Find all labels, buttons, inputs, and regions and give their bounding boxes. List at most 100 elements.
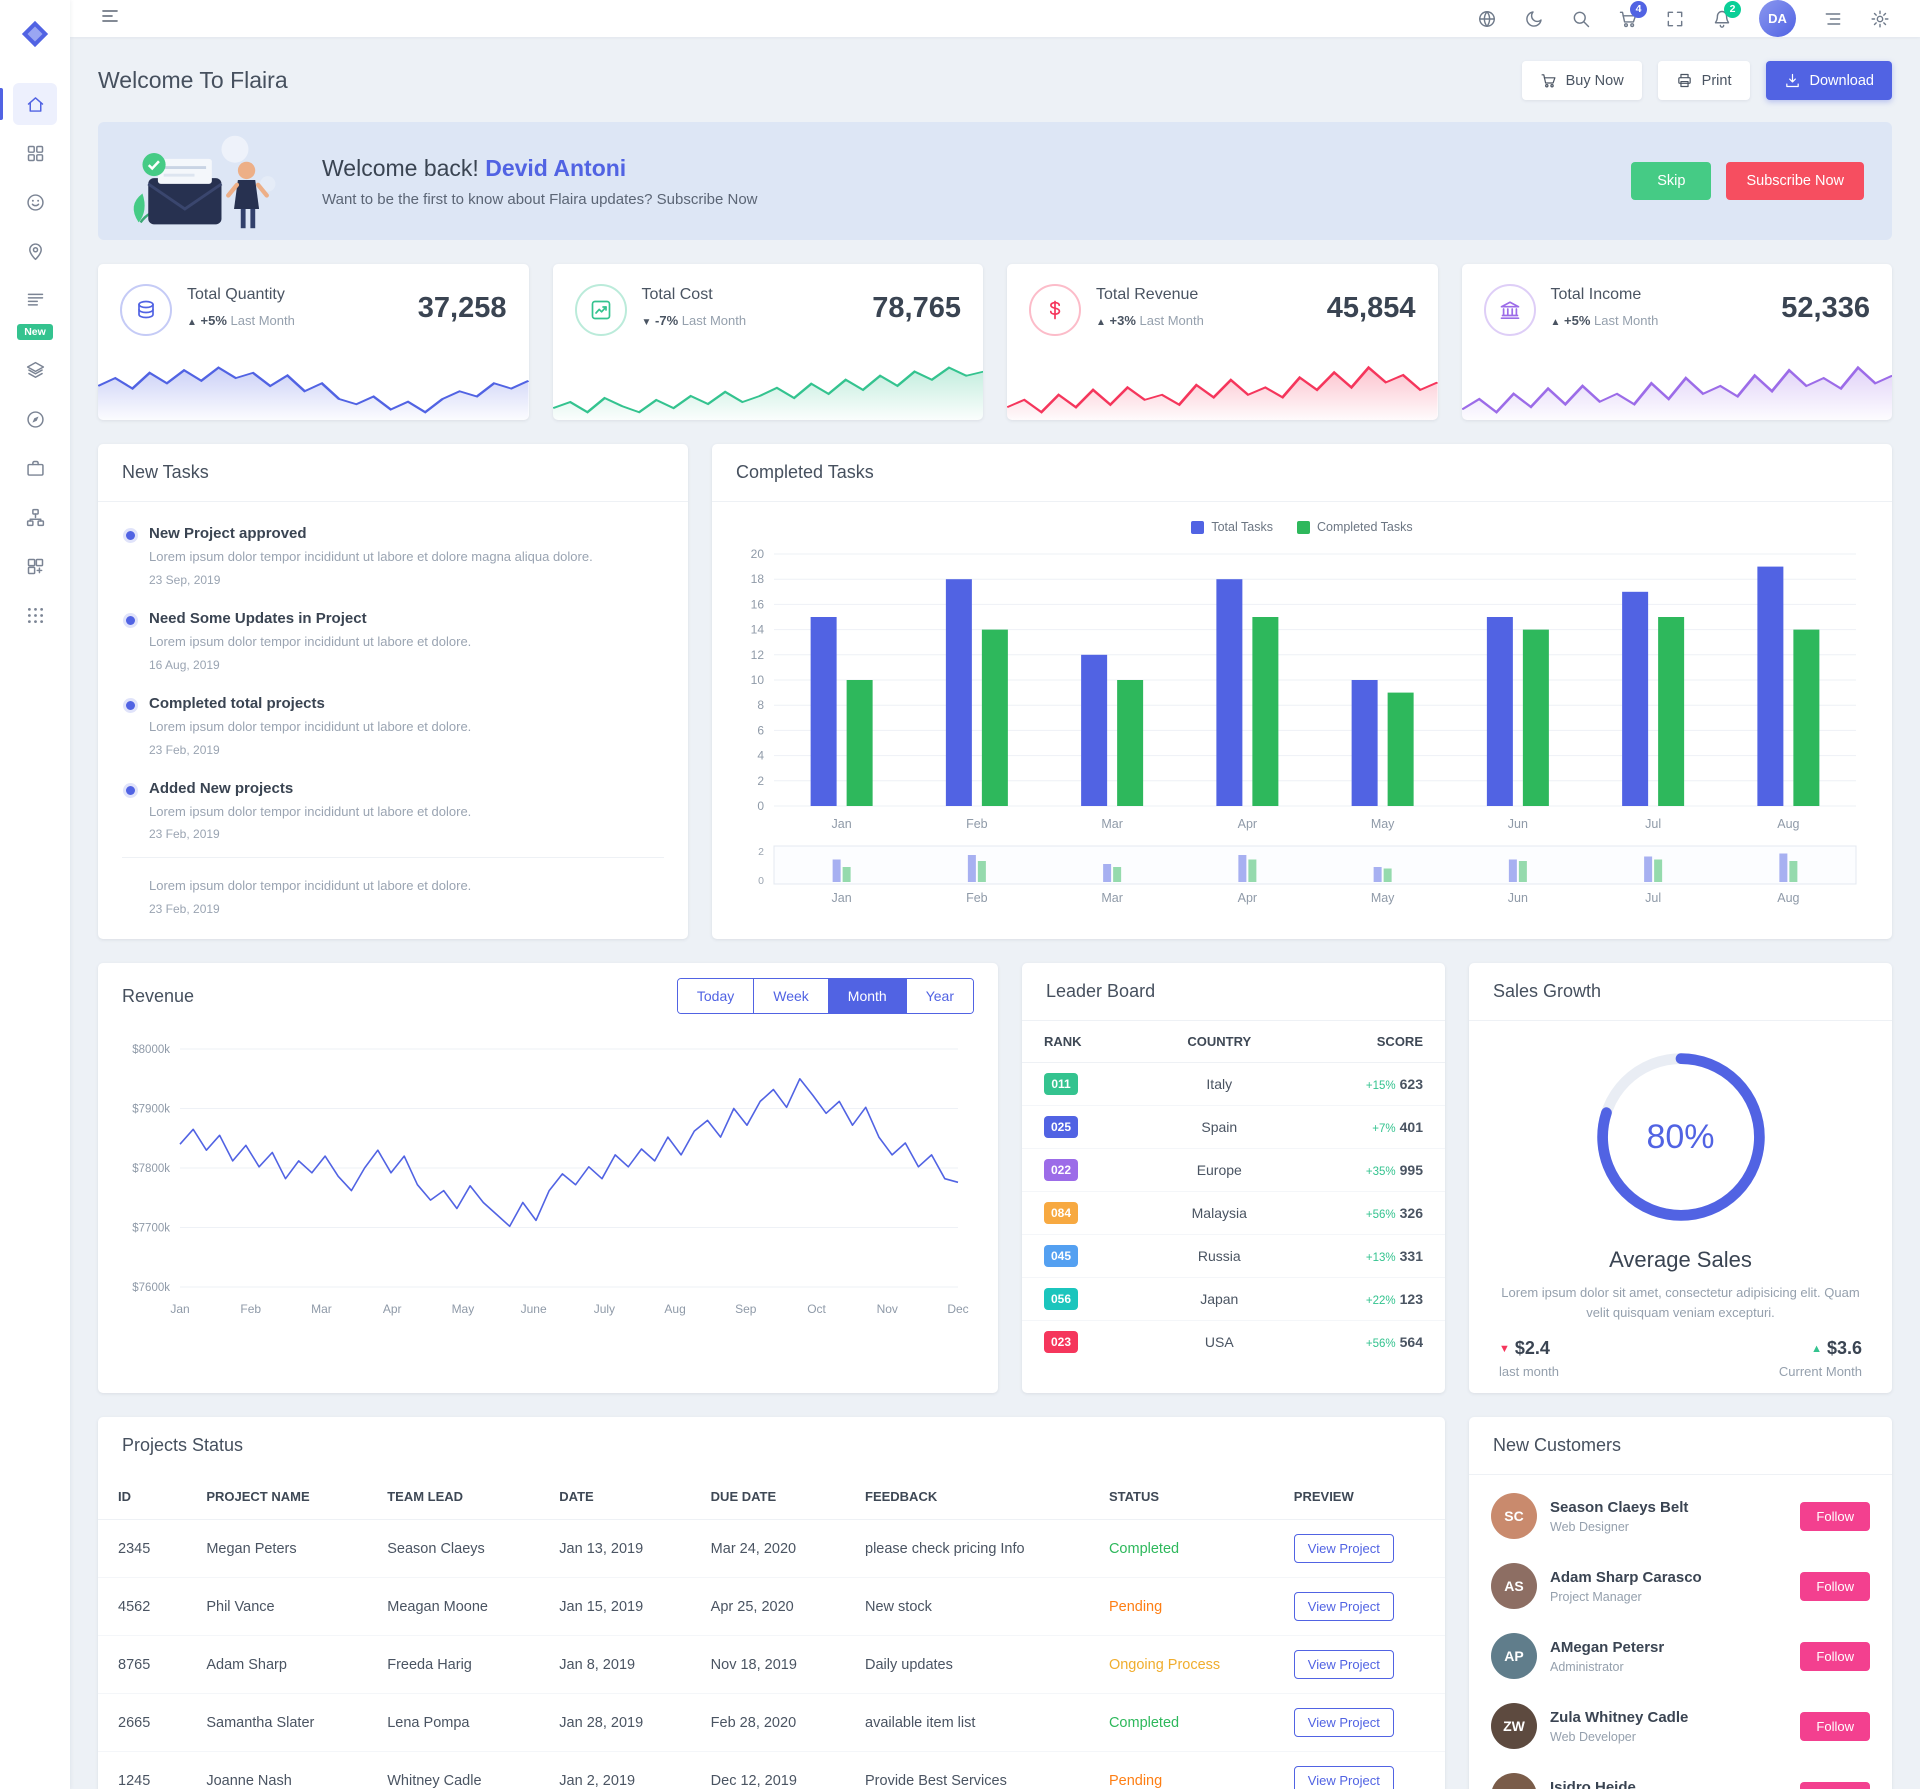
follow-button[interactable]: Follow: [1800, 1571, 1870, 1601]
menu-toggle[interactable]: [100, 6, 120, 31]
projects-status-panel: Projects Status ID PROJECT NAME TEAM LEA…: [98, 1417, 1445, 1789]
right-panel-button[interactable]: [1823, 9, 1843, 29]
sidebar-item-widgets[interactable]: [13, 545, 57, 587]
last-month-label: last month: [1499, 1364, 1559, 1379]
status-badge: Pending: [1108, 1598, 1163, 1615]
cell-project-name: Adam Sharp: [186, 1635, 368, 1694]
page-head: Welcome To Flaira Buy Now Print Download: [98, 61, 1892, 100]
col-team-lead: TEAM LEAD: [367, 1474, 540, 1520]
stat-sparkline-chart: [1461, 365, 1892, 420]
search-button[interactable]: [1571, 9, 1591, 29]
row-revenue: Revenue Today Week Month Year $8000k $7900k $…: [98, 963, 1892, 1393]
rank-badge: 045: [1044, 1245, 1079, 1267]
follow-button[interactable]: Follow: [1800, 1501, 1870, 1531]
svg-text:Jun: Jun: [1508, 891, 1528, 905]
table-row: 1245 Joanne Nash Whitney Cadle Jan 2, 20…: [98, 1751, 1445, 1789]
subscribe-button[interactable]: Subscribe Now: [1726, 162, 1864, 200]
cell-date: Jan 2, 2019: [539, 1751, 691, 1789]
avatar: SC: [1491, 1493, 1537, 1539]
sidebar-item-apps[interactable]: [13, 132, 57, 174]
view-project-button[interactable]: View Project: [1293, 1650, 1394, 1679]
leader-board-table: RANK COUNTRY SCORE 011 Italy +15% 623 025…: [1022, 1021, 1445, 1363]
sidebar-item-layers[interactable]: [13, 349, 57, 391]
sales-percent: 80%: [1646, 1117, 1715, 1156]
cell-team-lead: Meagan Moone: [367, 1577, 540, 1636]
notifications-button[interactable]: 2: [1712, 0, 1741, 29]
follow-button[interactable]: Follow: [1800, 1781, 1870, 1789]
svg-text:May: May: [452, 1302, 475, 1316]
completed-tasks-chart: 02468101214161820JanJanFebFebMarMarAprAp…: [751, 547, 1857, 905]
grid-plus-icon: [27, 558, 43, 574]
score-cell: +13% 331: [1297, 1234, 1445, 1278]
app-logo[interactable]: [20, 0, 50, 67]
task-item[interactable]: Need Some Updates in Project Lorem ipsum…: [122, 597, 664, 682]
col-rank: RANK: [1022, 1021, 1141, 1063]
buy-now-button[interactable]: Buy Now: [1521, 61, 1642, 100]
print-button[interactable]: Print: [1657, 61, 1750, 100]
up-arrow-icon: ▲: [1811, 1342, 1822, 1355]
settings-button[interactable]: [1870, 9, 1890, 29]
stat-value: 78,765: [872, 292, 961, 324]
rank-badge: 084: [1044, 1202, 1079, 1224]
language-button[interactable]: [1477, 9, 1497, 29]
user-avatar[interactable]: DA: [1759, 0, 1796, 37]
legend-item: Total Tasks: [1191, 520, 1273, 534]
sidebar-item-menu-grid[interactable]: [13, 594, 57, 636]
score-cell: +7% 401: [1297, 1105, 1445, 1149]
svg-text:10: 10: [751, 673, 765, 687]
navbar-actions: 4 2 DA: [1477, 0, 1890, 37]
svg-text:Apr: Apr: [1238, 891, 1257, 905]
view-project-button[interactable]: View Project: [1293, 1592, 1394, 1621]
svg-text:Aug: Aug: [664, 1302, 685, 1316]
revenue-filter-month[interactable]: Month: [827, 979, 906, 1013]
view-project-button[interactable]: View Project: [1293, 1766, 1394, 1789]
rank-badge: 011: [1044, 1073, 1078, 1095]
completed-tasks-panel: Completed Tasks Total Tasks Completed Tas…: [712, 444, 1892, 939]
svg-text:Aug: Aug: [1777, 891, 1799, 905]
leader-board-row: 084 Malaysia +56% 326: [1022, 1191, 1445, 1235]
avatar: AS: [1491, 1563, 1537, 1609]
task-item[interactable]: Completed total projects Lorem ipsum dol…: [122, 682, 664, 767]
gear-icon: [1871, 9, 1889, 28]
sidebar-item-location[interactable]: [13, 230, 57, 272]
sidebar-item-pages[interactable]: [13, 279, 57, 321]
revenue-filter-week[interactable]: Week: [753, 979, 828, 1013]
cart-icon: [1541, 74, 1556, 88]
dark-mode-button[interactable]: [1524, 9, 1544, 29]
sidebar-item-compass[interactable]: [13, 398, 57, 440]
view-project-button[interactable]: View Project: [1293, 1708, 1394, 1737]
average-sales-label: Average Sales: [1609, 1247, 1752, 1272]
download-button[interactable]: Download: [1765, 61, 1892, 100]
task-item[interactable]: Added New projects Lorem ipsum dolor tem…: [122, 767, 664, 852]
row-tasks: New Tasks New Project approved Lorem ips…: [98, 444, 1892, 939]
top-navbar: 4 2 DA: [70, 0, 1920, 37]
task-item[interactable]: Lorem ipsum dolor tempor incididunt ut l…: [122, 857, 664, 926]
customer-name: Isidro Heide: [1550, 1778, 1636, 1789]
follow-button[interactable]: Follow: [1800, 1711, 1870, 1741]
task-item[interactable]: New Project approved Lorem ipsum dolor t…: [122, 512, 664, 597]
fullscreen-button[interactable]: [1665, 9, 1685, 29]
leader-board-row: 025 Spain +7% 401: [1022, 1105, 1445, 1149]
skip-button[interactable]: Skip: [1631, 162, 1712, 200]
sidebar-item-emoji[interactable]: [13, 181, 57, 223]
home-icon: [27, 96, 43, 112]
sales-donut: 80%: [1583, 1039, 1779, 1235]
sidebar-item-home[interactable]: [0, 83, 57, 125]
sidebar-item-sitemap[interactable]: [13, 496, 57, 538]
rank-badge: 025: [1044, 1116, 1079, 1138]
view-project-button[interactable]: View Project: [1293, 1534, 1394, 1563]
cart-button[interactable]: 4: [1618, 0, 1647, 29]
layers-icon: [26, 361, 44, 378]
svg-text:Feb: Feb: [966, 817, 988, 831]
status-badge: Pending: [1108, 1772, 1163, 1789]
follow-button[interactable]: Follow: [1800, 1641, 1870, 1671]
rank-badge: 056: [1044, 1288, 1079, 1310]
revenue-filter-today[interactable]: Today: [677, 979, 754, 1013]
compass-icon: [26, 410, 44, 428]
cell-feedback: Daily updates: [845, 1635, 1089, 1694]
down-arrow-icon: ▼: [1499, 1342, 1510, 1355]
cell-feedback: please check pricing Info: [845, 1519, 1089, 1578]
svg-text:Jan: Jan: [832, 817, 852, 831]
revenue-filter-year[interactable]: Year: [905, 979, 973, 1013]
sidebar-item-briefcase[interactable]: [13, 447, 57, 489]
